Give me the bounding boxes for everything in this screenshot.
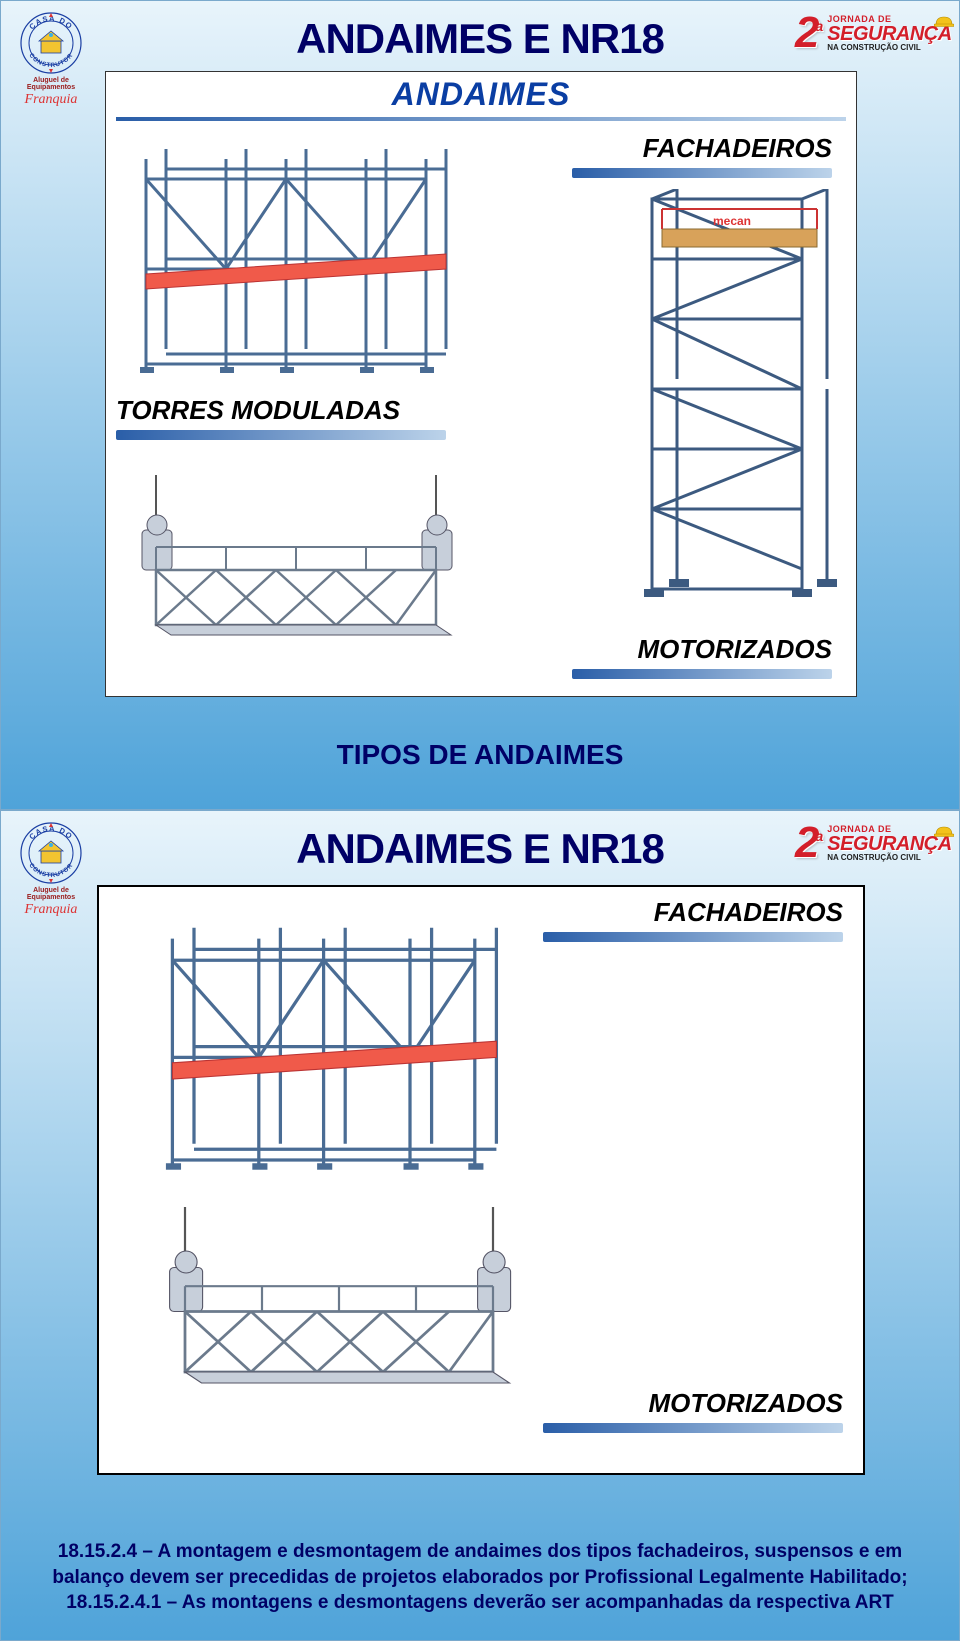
logo-casa-do-construtor: CASA DO CONSTRUTOR Aluguel de Equipament… <box>13 821 89 918</box>
logo-subtitle-2: Franquia <box>13 902 89 918</box>
logo-line-3: NA CONSTRUÇÃO CIVIL <box>827 44 951 52</box>
label-fachadeiros: FACHADEIROS <box>572 133 832 178</box>
hardhat-icon <box>934 824 954 838</box>
andaimes-types-panel: ANDAIMES <box>105 71 857 697</box>
logo-ring-icon: CASA DO CONSTRUTOR <box>19 821 83 885</box>
body-paragraph-2: 18.15.2.4.1 – As montagens e desmontagen… <box>51 1590 909 1616</box>
slide-caption: TIPOS DE ANDAIMES <box>337 739 624 771</box>
logo-subtitle-1: Aluguel de Equipamentos <box>13 887 89 901</box>
scaffold-tower-top-icon: mecan <box>632 189 842 389</box>
label-torres: TORRES MODULADAS <box>116 395 446 440</box>
logo-subtitle-1: Aluguel de Equipamentos <box>13 77 89 91</box>
logo-numeral: 2a <box>795 15 823 50</box>
logo-line-2: SEGURANÇA <box>827 24 951 44</box>
logo-jornada-seguranca: 2a JORNADA DE SEGURANÇA NA CONSTRUÇÃO CI… <box>795 15 935 52</box>
logo-jornada-seguranca: 2a JORNADA DE SEGURANÇA NA CONSTRUÇÃO CI… <box>795 825 935 862</box>
svg-text:mecan: mecan <box>713 214 751 228</box>
body-paragraph-1: 18.15.2.4 – A montagem e desmontagem de … <box>51 1539 909 1590</box>
cell-tower-bottom-and-motor-label: MOTORIZADOS <box>482 395 842 695</box>
slide2-body-text: 18.15.2.4 – A montagem e desmontagem de … <box>51 1539 909 1616</box>
underline-bar <box>572 669 832 679</box>
underline-bar <box>543 1423 843 1433</box>
slide-2: CASA DO CONSTRUTOR Aluguel de Equipament… <box>0 810 960 1641</box>
underline-bar <box>116 430 446 440</box>
panel-slide2: FACHADEIROS <box>97 885 865 1475</box>
scaffold-motorizado-icon <box>129 1207 549 1427</box>
svg-text:CONSTRUTOR: CONSTRUTOR <box>27 862 74 879</box>
logo-subtitle-2: Franquia <box>13 92 89 108</box>
scaffold-tower-bottom-icon <box>632 389 842 619</box>
cell-fachadeiro-label-and-tower-top: FACHADEIROS <box>482 129 842 389</box>
svg-text:CONSTRUTOR: CONSTRUTOR <box>27 52 74 69</box>
label-motorizados: MOTORIZADOS <box>543 1388 843 1433</box>
slide-title: ANDAIMES E NR18 <box>296 825 664 873</box>
scaffold-fachadeiro-icon <box>116 139 466 389</box>
logo-line-2: SEGURANÇA <box>827 834 951 854</box>
slide-title: ANDAIMES E NR18 <box>296 15 664 63</box>
underline-bar <box>572 168 832 178</box>
scaffold-fachadeiro-icon <box>119 917 539 1187</box>
logo-line-3: NA CONSTRUÇÃO CIVIL <box>827 854 951 862</box>
underline-bar <box>543 932 843 942</box>
label-fachadeiros: FACHADEIROS <box>543 897 843 942</box>
logo-numeral: 2a <box>795 825 823 860</box>
hardhat-icon <box>934 14 954 28</box>
logo-ring-icon: CASA DO CONSTRUTOR <box>19 11 83 75</box>
cell-torres-label-and-motor: TORRES MODULADAS <box>116 395 476 695</box>
logo-casa-do-construtor: CASA DO CONSTRUTOR Aluguel de Equipament… <box>13 11 89 108</box>
label-motorizados: MOTORIZADOS <box>572 634 832 679</box>
scaffold-motorizado-icon <box>116 475 476 675</box>
slide-1: CASA DO CONSTRUTOR Aluguel de Equipament… <box>0 0 960 810</box>
cell-fachadeiro <box>116 129 476 389</box>
panel-title: ANDAIMES <box>106 76 856 113</box>
